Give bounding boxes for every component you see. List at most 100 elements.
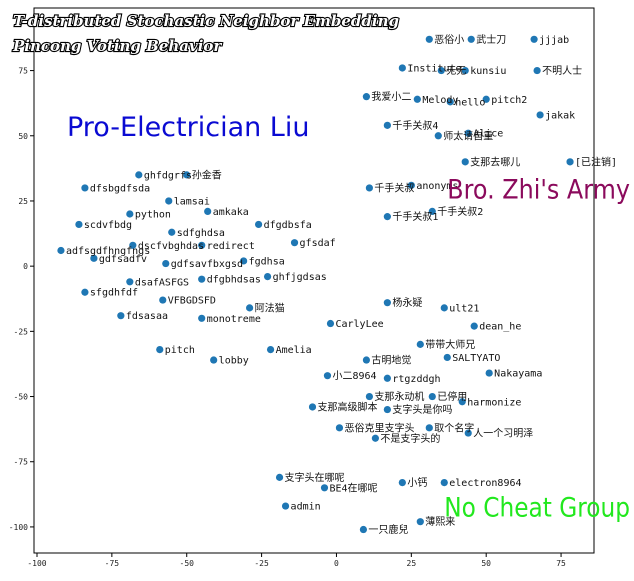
point-label: monotreme: [207, 314, 261, 325]
scatter-point: [308, 403, 317, 411]
point-label: harmonize: [467, 397, 521, 408]
cluster-annotation: No Cheat Group: [444, 492, 630, 523]
scatter-point: [165, 197, 173, 205]
scatter-point: [129, 241, 137, 249]
point-label: 人一个习明泽: [473, 428, 533, 440]
point-label: 支字头是你吗: [392, 403, 452, 416]
scatter-point: [425, 424, 433, 432]
scatter-point: [383, 374, 391, 382]
y-tick-label: 0: [23, 262, 28, 271]
scatter-point: [198, 314, 206, 322]
scatter-point: [458, 398, 466, 406]
point-label: Amelia: [276, 345, 312, 356]
point-label: python: [135, 210, 171, 221]
y-tick-label: -100: [9, 523, 28, 532]
scatter-point: [470, 322, 478, 330]
point-label: admin: [291, 502, 321, 513]
scatter-point: [536, 111, 544, 119]
scatter-point: [428, 207, 436, 215]
scatter-point: [383, 405, 391, 414]
x-tick-label: 75: [556, 559, 566, 568]
scatter-point: [398, 478, 406, 487]
point-label: fdsasaa: [126, 311, 168, 322]
point-label: 小二8964: [332, 370, 376, 382]
point-label: 已停用: [437, 390, 467, 403]
y-tick-label: 50: [18, 132, 28, 141]
chart-subtitle: Pincong Voting Behavior: [12, 37, 222, 55]
scatter-point: [81, 288, 89, 296]
scatter-point: [183, 171, 191, 179]
scatter-point: [425, 35, 433, 43]
point-label: dfgbhdsas: [207, 275, 261, 286]
scatter-point: [365, 392, 374, 401]
cluster-annotation: Bro. Zhi's Army: [447, 174, 630, 205]
scatter-point: [371, 434, 379, 442]
point-label: dsafASFGS: [135, 277, 189, 288]
point-label: dfsbgdfsda: [90, 183, 150, 194]
point-label: gdfsavfbxgsd: [171, 259, 243, 270]
point-label: anonyms: [416, 181, 458, 192]
scatter-point: [446, 98, 454, 106]
scatter-point: [75, 220, 83, 229]
scatter-point: [320, 484, 329, 492]
point-label: 薄熙来: [425, 515, 455, 528]
scatter-point: [168, 228, 176, 236]
point-label: 带带大师兄: [425, 338, 475, 351]
chart-title: T-distributed Stochastic Neighbor Embedd…: [13, 12, 399, 30]
point-label: 千手关叔1: [392, 210, 438, 223]
point-label: electron8964: [449, 478, 521, 489]
point-label: hello: [455, 97, 485, 108]
point-label: 武士刀: [476, 33, 506, 46]
point-label: Nakayama: [494, 369, 542, 380]
point-label: 千手关叔: [374, 181, 414, 194]
scatter-point: [428, 392, 436, 401]
point-label: 不明人士: [542, 64, 582, 77]
point-label: gfsdaf: [300, 238, 336, 249]
point-label: 我爱小二: [371, 90, 411, 103]
point-label: 古明地觉: [371, 354, 411, 367]
point-label: 千手关叔4: [392, 119, 438, 132]
point-label: 师太请自重: [443, 129, 493, 142]
point-label: 小钙: [407, 476, 427, 489]
scatter-point: [365, 184, 374, 192]
y-tick-label: 75: [18, 67, 28, 76]
point-label: Alice: [473, 129, 503, 140]
point-label: lamsai: [174, 196, 210, 207]
point-label: [已注销]: [575, 155, 617, 168]
point-label: redirect: [207, 241, 255, 252]
y-tick-label: 25: [18, 197, 28, 206]
point-label: 支那永动机: [374, 390, 424, 403]
scatter-point: [434, 132, 442, 140]
point-label: Institute: [407, 63, 461, 74]
point-label: 取个名字: [434, 421, 474, 434]
point-label: lobby: [219, 356, 249, 367]
x-tick-label: -25: [254, 559, 269, 568]
scatter-point: [266, 346, 275, 354]
point-label: dfgdbsfa: [264, 220, 312, 231]
point-label: 一只鹿兒: [368, 523, 408, 536]
axes-frame: [33, 7, 595, 554]
scatter-point: [90, 254, 98, 262]
scatter-point: [210, 356, 218, 364]
scatter-point: [416, 340, 424, 348]
scatter-point: [440, 304, 448, 312]
point-label: 恶俗克里支字头: [344, 421, 414, 434]
scatter-point: [335, 424, 344, 432]
scatter-point: [398, 64, 406, 72]
point-label: jakak: [545, 110, 575, 121]
point-label: kunsiu: [470, 66, 506, 77]
point-label: 支那去哪儿: [470, 156, 520, 168]
point-label: adfsgdfhngfngs: [66, 246, 150, 257]
point-label: 孙金香: [192, 168, 222, 181]
point-label: 支字头在哪呢: [285, 471, 345, 484]
point-label: dscfvbghdas: [138, 241, 204, 252]
scatter-point: [159, 296, 167, 304]
point-label: 支那高级脚本: [318, 400, 378, 413]
scatter-point: [275, 473, 284, 481]
x-tick-label: -75: [105, 559, 120, 568]
point-label: 无无: [446, 66, 466, 77]
scatter-point: [156, 346, 164, 354]
scatter-point: [57, 246, 65, 255]
scatter-point: [461, 158, 469, 166]
